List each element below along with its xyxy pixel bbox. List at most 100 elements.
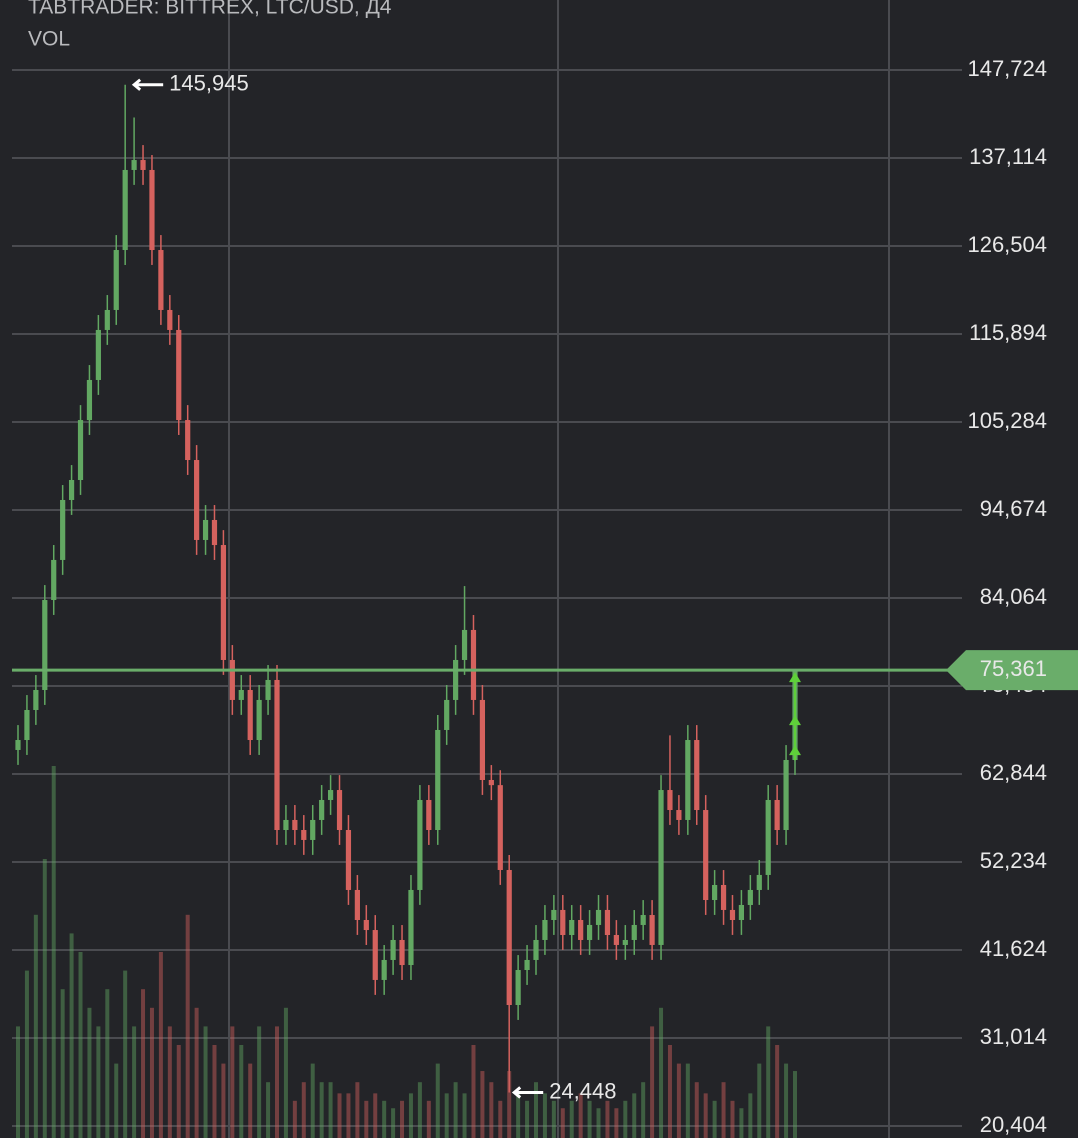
volume-bar bbox=[480, 1071, 485, 1138]
candle-body bbox=[283, 819, 289, 831]
candle-body bbox=[202, 519, 209, 540]
candle-body bbox=[774, 799, 780, 831]
volume-bar bbox=[587, 1100, 592, 1138]
volume-bar bbox=[632, 1093, 637, 1138]
candle-body bbox=[488, 779, 494, 786]
volume-bar bbox=[176, 1045, 181, 1138]
candle-body bbox=[712, 884, 718, 901]
candle-body bbox=[685, 740, 691, 820]
horizontal-grid bbox=[12, 69, 962, 1127]
volume-bar bbox=[275, 1026, 279, 1138]
volume-bar bbox=[400, 1100, 405, 1138]
candle-body bbox=[578, 919, 584, 940]
candle-body bbox=[158, 250, 164, 310]
candle-body bbox=[310, 819, 316, 840]
volume-bar bbox=[364, 1100, 369, 1138]
volume-bar bbox=[69, 933, 74, 1138]
volume-bar bbox=[194, 1007, 199, 1138]
volume-bar bbox=[739, 1108, 744, 1138]
volume-bar bbox=[203, 1026, 208, 1138]
volume-bar bbox=[42, 859, 47, 1138]
volume-bar bbox=[51, 766, 56, 1138]
volume-bar bbox=[525, 1100, 530, 1138]
candle-body bbox=[622, 939, 628, 945]
candle-body bbox=[211, 519, 218, 546]
volume-bar bbox=[659, 1007, 664, 1138]
candle-body bbox=[363, 919, 369, 931]
volume-bar bbox=[283, 1007, 288, 1138]
candle-body bbox=[676, 810, 682, 820]
volume-bar bbox=[141, 989, 146, 1138]
candle-body bbox=[586, 924, 593, 940]
volume-bar bbox=[766, 1026, 771, 1138]
max-marker-arrow bbox=[131, 78, 164, 91]
candle-body bbox=[649, 915, 655, 945]
y-tick-label: 115,894 bbox=[969, 320, 1047, 345]
y-tick-label: 84,064 bbox=[980, 584, 1047, 609]
candle-body bbox=[42, 600, 48, 691]
signal-arrow bbox=[789, 672, 801, 683]
candle-body bbox=[729, 909, 736, 920]
candle-body bbox=[95, 329, 101, 380]
candle-body bbox=[551, 909, 557, 920]
volume-bar bbox=[757, 1063, 762, 1138]
volume-bar bbox=[221, 1063, 226, 1138]
candle-body bbox=[33, 690, 39, 710]
candle-body bbox=[381, 959, 387, 980]
volume-bar bbox=[721, 1082, 726, 1138]
candle-body bbox=[417, 799, 423, 890]
volume-bar bbox=[239, 1045, 244, 1138]
candle-body bbox=[783, 760, 789, 831]
volume-bar bbox=[230, 1026, 235, 1138]
candle-body bbox=[765, 799, 771, 875]
y-tick-label: 105,284 bbox=[967, 408, 1047, 433]
y-tick-label: 41,624 bbox=[980, 936, 1047, 961]
volume-bar bbox=[212, 1045, 217, 1138]
volume-bar bbox=[676, 1063, 681, 1138]
candle-body bbox=[390, 939, 396, 960]
volume-bar bbox=[667, 1045, 672, 1138]
candle-body bbox=[756, 874, 762, 890]
candle-body bbox=[435, 729, 441, 831]
candle-body bbox=[515, 970, 521, 1006]
candle-body bbox=[140, 160, 146, 170]
y-tick-label: 126,504 bbox=[967, 232, 1047, 257]
candle-body bbox=[372, 930, 378, 980]
y-tick-label: 52,234 bbox=[980, 848, 1047, 873]
candle-body bbox=[274, 679, 280, 831]
candle-body bbox=[461, 629, 468, 660]
volume-bar bbox=[703, 1093, 708, 1138]
candle-body bbox=[479, 699, 486, 780]
y-tick-label: 137,114 bbox=[969, 144, 1047, 169]
volume-bar bbox=[507, 1071, 512, 1138]
volume-bar bbox=[60, 989, 65, 1138]
volume-bar bbox=[301, 1082, 306, 1138]
y-tick-label: 20,404 bbox=[980, 1112, 1047, 1137]
candle-body bbox=[470, 629, 477, 700]
volume-bar bbox=[417, 1082, 422, 1138]
candle-body bbox=[640, 915, 646, 925]
candle-body bbox=[497, 785, 503, 870]
candle-body bbox=[399, 939, 405, 966]
volume-bar bbox=[435, 1063, 440, 1138]
candle-body bbox=[319, 799, 325, 820]
volume-bar bbox=[516, 1093, 521, 1138]
volume-bar bbox=[444, 1093, 449, 1138]
volume-bar bbox=[310, 1063, 315, 1138]
candle-body bbox=[667, 790, 673, 811]
volume-bar bbox=[685, 1063, 690, 1138]
volume-bar bbox=[641, 1082, 646, 1138]
volume-bar bbox=[793, 1071, 797, 1138]
y-tick-label: 31,014 bbox=[980, 1024, 1047, 1049]
volume-bar bbox=[78, 952, 83, 1138]
candle-body bbox=[595, 909, 602, 925]
candle-body bbox=[122, 169, 128, 251]
volume-bar bbox=[319, 1082, 324, 1138]
candle-body bbox=[336, 790, 343, 831]
chart-title: TABTRADER: BITTREX, LTC/USD, Д4 bbox=[28, 0, 392, 19]
current-price-label: 75,361 bbox=[980, 656, 1047, 681]
candle-body bbox=[408, 889, 414, 966]
volume-bar bbox=[355, 1082, 360, 1138]
volume-bar bbox=[248, 1063, 253, 1138]
